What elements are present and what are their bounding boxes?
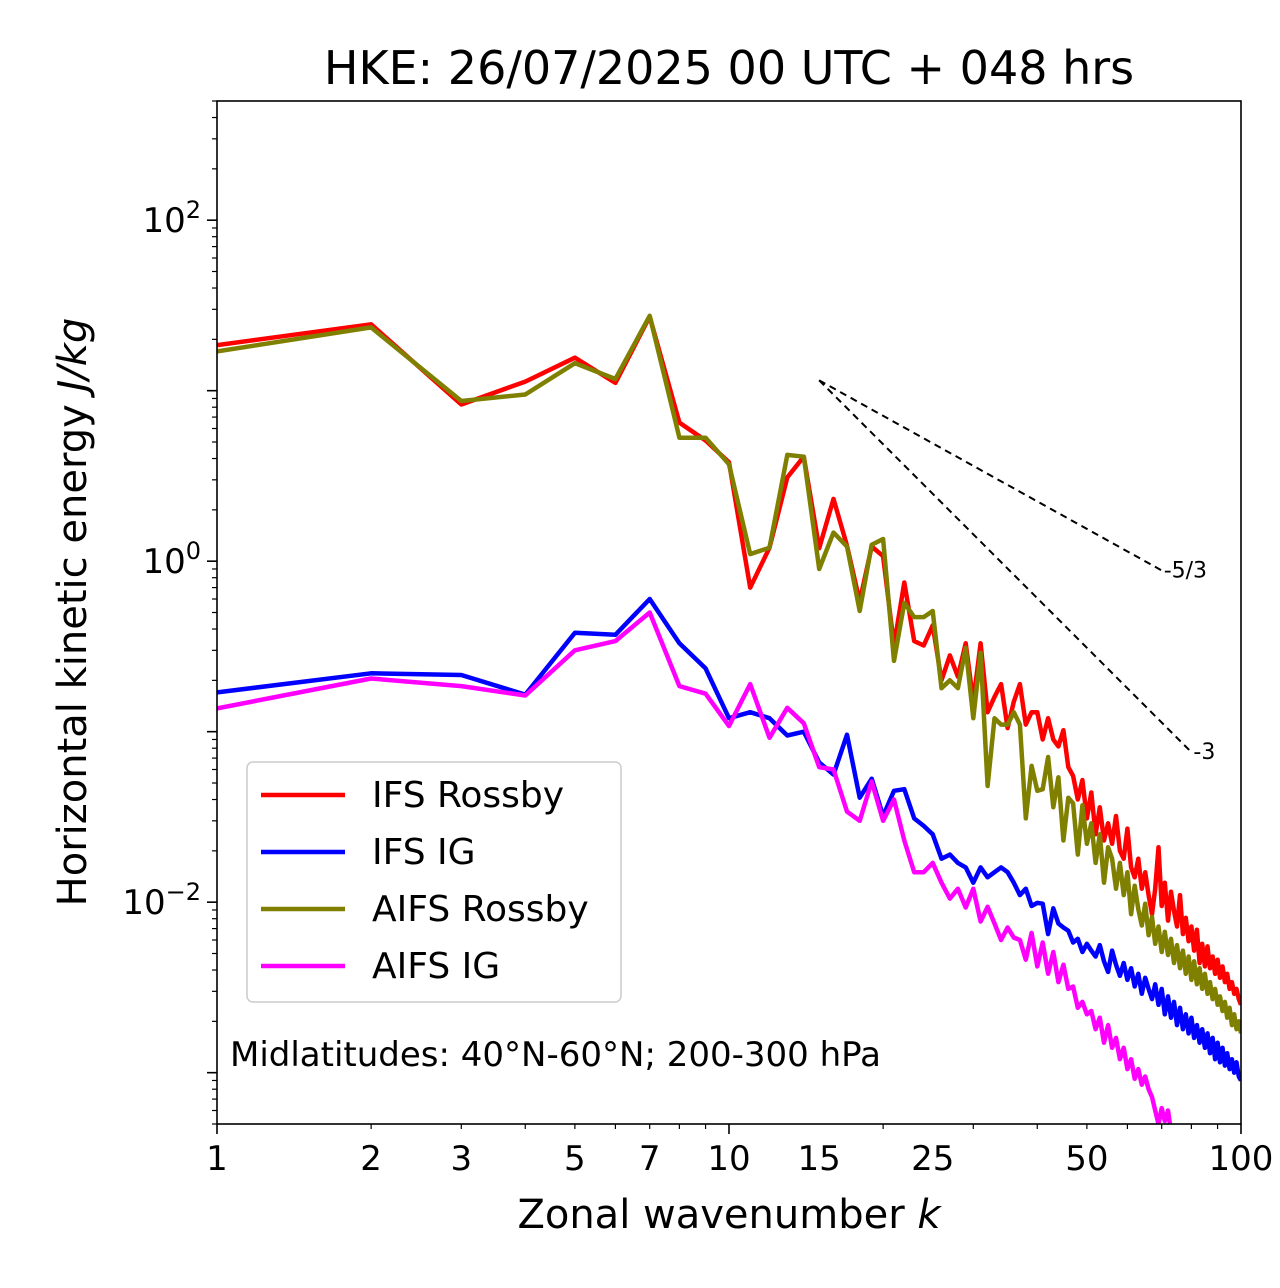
x-tick-label: 7 <box>639 1139 661 1179</box>
reference-slope-line-2 <box>818 379 1193 753</box>
x-tick-label: 15 <box>798 1139 841 1179</box>
y-axis-ticks: 102 100 10−2 <box>122 100 217 1125</box>
x-tick-label: 100 <box>1209 1139 1274 1179</box>
y-tick-label: 10−2 <box>122 878 201 923</box>
x-tick-label: 5 <box>564 1139 586 1179</box>
legend-label-aifs-ig: AIFS IG <box>372 946 500 987</box>
series-line-ifs-ig <box>217 596 1241 1082</box>
series-lines <box>217 313 1241 1124</box>
legend-label-ifs-ig: IFS IG <box>372 832 476 873</box>
reference-slopes <box>818 379 1193 753</box>
y-axis-label: Horizontal kinetic energy J/kg <box>50 318 96 907</box>
y-axis-label-units: J/kg <box>50 318 96 399</box>
series-line-aifs-ig <box>217 610 1173 1124</box>
x-tick-label: 1 <box>206 1139 228 1179</box>
x-tick-label: 50 <box>1065 1139 1108 1179</box>
reference-slope-label-2: -3 <box>1193 740 1215 765</box>
x-tick-label: 3 <box>450 1139 472 1179</box>
x-axis-label-text: Zonal wavenumber <box>517 1192 905 1238</box>
x-tick-label: 10 <box>707 1139 750 1179</box>
legend-box <box>246 761 622 1003</box>
x-tick-label: 25 <box>911 1139 954 1179</box>
reference-slope-line-1 <box>818 379 1163 572</box>
legend-label-ifs-rossby: IFS Rossby <box>372 775 564 816</box>
chart-title: HKE: 26/07/2025 00 UTC + 048 hrs <box>324 41 1134 95</box>
y-axis-label-text: Horizontal kinetic energy <box>50 404 96 906</box>
reference-slope-label-1: -5/3 <box>1164 558 1207 583</box>
y-tick-label: 102 <box>142 196 201 241</box>
legend: IFS Rossby IFS IG AIFS Rossby AIFS IG <box>246 761 622 1003</box>
x-axis-ticks: 1 2 3 5 7 10 15 25 50 100 <box>206 1124 1273 1179</box>
region-annotation: Midlatitudes: 40°N-60°N; 200-300 hPa <box>230 1035 881 1075</box>
y-tick-label: 100 <box>142 537 201 582</box>
series-line-aifs-rossby <box>217 313 1241 1034</box>
legend-label-aifs-rossby: AIFS Rossby <box>372 889 589 930</box>
x-axis-label: Zonal wavenumber k <box>517 1192 942 1238</box>
x-tick-label: 2 <box>360 1139 382 1179</box>
x-axis-label-symbol: k <box>917 1192 942 1238</box>
